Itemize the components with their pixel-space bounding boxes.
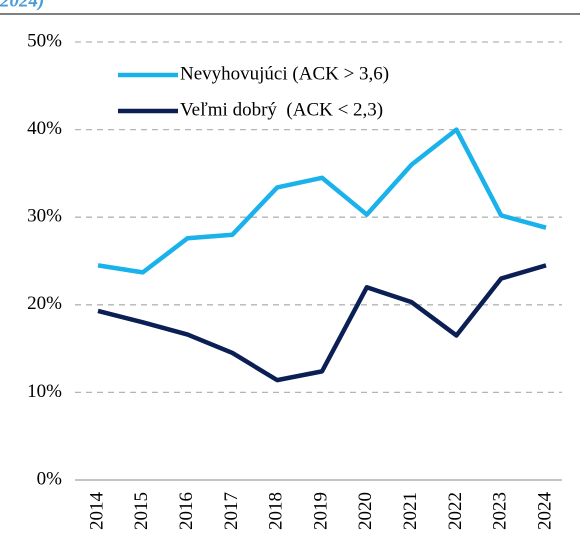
x-tick-label: 2015 — [131, 492, 152, 530]
x-tick-label: 2020 — [355, 492, 376, 530]
legend-label: Nevyhovujúci (ACK > 3,6) — [180, 63, 389, 84]
x-tick-label: 2021 — [400, 492, 421, 530]
x-tick-label: 2018 — [266, 492, 287, 530]
y-tick-label: 20% — [27, 293, 62, 314]
x-tick-label: 2022 — [445, 492, 466, 530]
series-line — [97, 263, 547, 383]
legend-label: Veľmi dobrý (ACK < 2,3) — [180, 99, 383, 120]
y-tick-label: 0% — [37, 468, 63, 489]
x-tick-label: 2024 — [534, 492, 555, 531]
x-tick-label: 2017 — [221, 492, 242, 530]
x-tick-label: 2023 — [490, 492, 511, 530]
series-line — [97, 127, 547, 275]
x-tick-label: 2019 — [310, 492, 331, 530]
y-tick-label: 50% — [27, 30, 62, 51]
x-tick-label: 2016 — [176, 492, 197, 530]
y-tick-label: 10% — [27, 381, 62, 402]
y-tick-label: 30% — [27, 206, 62, 227]
y-tick-label: 40% — [27, 118, 62, 139]
x-tick-label: 2014 — [86, 492, 107, 531]
chart-title: 2024) — [0, 0, 44, 11]
